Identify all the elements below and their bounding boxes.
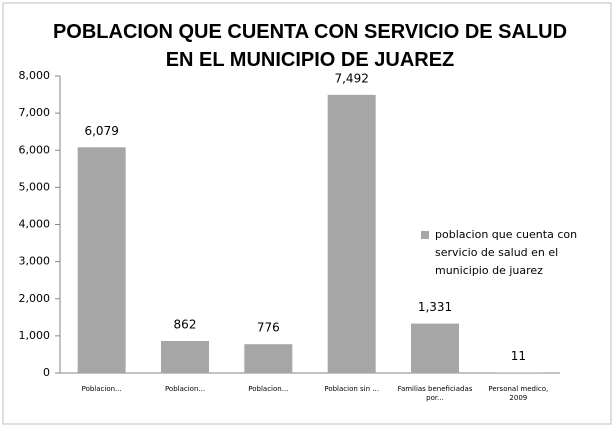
y-tick-label: 4,000	[19, 218, 51, 231]
bar	[327, 94, 376, 373]
bar	[161, 340, 209, 373]
data-label: 862	[174, 317, 197, 331]
bar	[411, 323, 459, 373]
chart-title: POBLACION QUE CUENTA CON SERVICIO DE SAL…	[52, 21, 568, 71]
x-tick-label: Poblacion...	[81, 385, 122, 393]
y-tick-label: 6,000	[19, 143, 51, 156]
y-tick-label: 3,000	[19, 255, 51, 268]
x-tick-label: Poblacion...	[248, 385, 289, 393]
y-tick-label: 2,000	[19, 292, 51, 305]
y-tick-label: 0	[43, 366, 50, 379]
y-tick-label: 5,000	[19, 180, 51, 193]
y-tick-label: 7,000	[19, 106, 51, 119]
bar	[244, 344, 293, 373]
legend-item: poblacion que cuenta con servicio de sal…	[418, 226, 593, 280]
x-tick-label: Familias beneficiadas por...	[397, 385, 473, 402]
legend-label: poblacion que cuenta con servicio de sal…	[435, 228, 578, 277]
data-label: 11	[511, 349, 526, 363]
legend-swatch	[421, 231, 429, 239]
y-tick-label: 8,000	[19, 69, 51, 82]
data-label: 6,079	[84, 124, 118, 138]
y-tick-label: 1,000	[19, 329, 51, 342]
x-tick-label: Personal medico, 2009	[488, 385, 549, 402]
x-tick-label: Poblacion...	[164, 385, 206, 393]
bar	[77, 147, 126, 373]
data-label: 776	[257, 321, 280, 335]
data-label: 7,492	[334, 71, 368, 85]
x-tick-label: Poblacion sin ...	[324, 385, 379, 393]
data-label: 1,331	[418, 300, 452, 314]
